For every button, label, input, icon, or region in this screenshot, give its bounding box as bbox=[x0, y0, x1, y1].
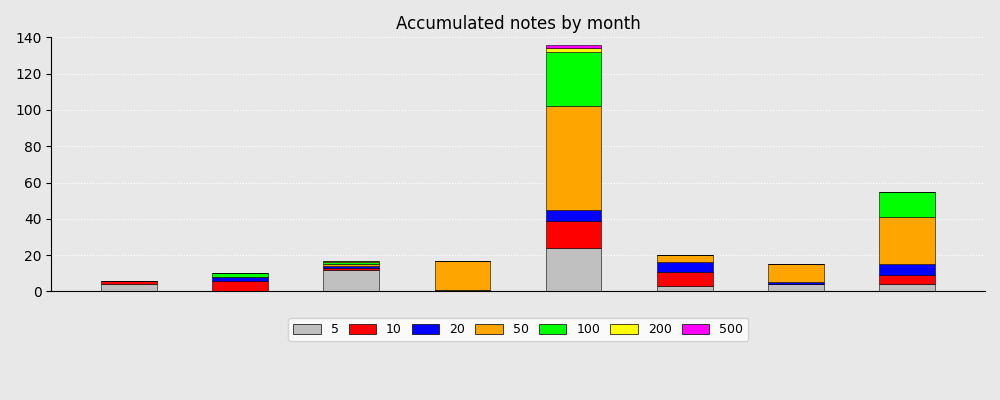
Bar bbox=[546, 210, 601, 221]
Bar bbox=[768, 264, 824, 282]
Bar bbox=[657, 262, 713, 272]
Bar bbox=[212, 273, 268, 277]
Bar bbox=[323, 266, 379, 268]
Bar bbox=[879, 275, 935, 284]
Bar bbox=[879, 284, 935, 292]
Bar bbox=[323, 261, 379, 262]
Bar bbox=[768, 284, 824, 292]
Bar bbox=[546, 106, 601, 210]
Bar bbox=[768, 282, 824, 284]
Bar bbox=[323, 268, 379, 270]
Bar bbox=[879, 264, 935, 275]
Bar bbox=[323, 270, 379, 292]
Bar bbox=[212, 277, 268, 280]
Bar bbox=[546, 221, 601, 248]
Bar bbox=[212, 280, 268, 292]
Bar bbox=[879, 192, 935, 217]
Legend: 5, 10, 20, 50, 100, 200, 500: 5, 10, 20, 50, 100, 200, 500 bbox=[288, 318, 748, 341]
Bar bbox=[657, 286, 713, 292]
Bar bbox=[435, 290, 490, 292]
Bar bbox=[546, 248, 601, 292]
Bar bbox=[657, 272, 713, 286]
Bar bbox=[546, 48, 601, 52]
Bar bbox=[323, 264, 379, 266]
Bar bbox=[101, 280, 157, 284]
Bar bbox=[879, 217, 935, 264]
Bar bbox=[546, 52, 601, 106]
Bar bbox=[323, 262, 379, 264]
Bar bbox=[101, 284, 157, 292]
Bar bbox=[435, 261, 490, 290]
Bar bbox=[546, 44, 601, 48]
Title: Accumulated notes by month: Accumulated notes by month bbox=[396, 15, 640, 33]
Bar bbox=[657, 255, 713, 262]
